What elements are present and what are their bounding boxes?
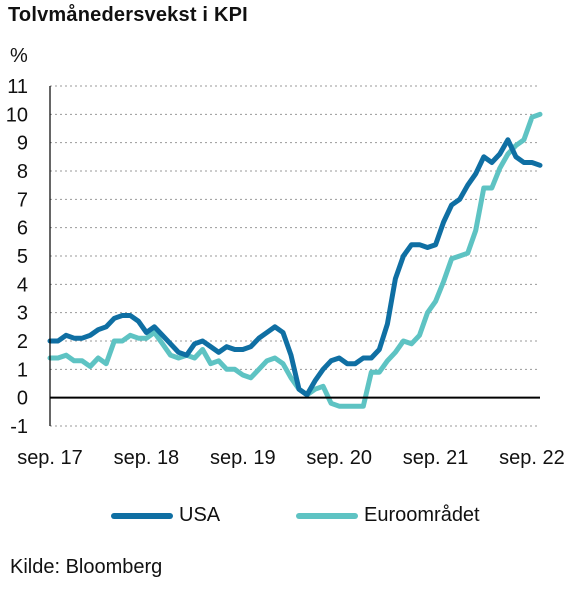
x-tick-label: sep. 21 bbox=[403, 447, 469, 469]
x-tick-label: sep. 19 bbox=[210, 447, 276, 469]
legend-item-euro: Euroområdet bbox=[296, 504, 480, 527]
y-tick-label: 3 bbox=[17, 303, 28, 325]
y-tick-labels: -1 0 1 2 3 4 5 6 7 8 9 10 11 bbox=[6, 76, 28, 438]
x-tick-label: sep. 18 bbox=[114, 447, 180, 469]
y-tick-label: 6 bbox=[17, 218, 28, 240]
y-tick-label: 10 bbox=[6, 104, 28, 126]
x-tick-label: sep. 22 bbox=[499, 447, 565, 469]
series-line-euro bbox=[47, 111, 543, 409]
y-axis-unit: % bbox=[10, 45, 28, 67]
series-line-usa bbox=[47, 137, 543, 398]
legend-swatch-euro bbox=[296, 512, 358, 519]
line-chart: % -1 0 1 2 3 4 5 6 7 8 9 10 11 sep. 17 sep. 18 sep. 19… bbox=[6, 45, 565, 469]
y-tick-label: 8 bbox=[17, 161, 28, 183]
y-tick-label: 4 bbox=[17, 274, 28, 296]
axes bbox=[49, 86, 540, 426]
y-tick-label: 0 bbox=[17, 388, 28, 410]
y-tick-label: 9 bbox=[17, 133, 28, 155]
grid-lines bbox=[50, 85, 540, 427]
legend-label-euro: Euroområdet bbox=[364, 504, 480, 526]
y-tick-label: 7 bbox=[17, 189, 28, 211]
chart-title: Tolvmånedersvekst i KPI bbox=[8, 4, 248, 26]
y-tick-label: 5 bbox=[17, 246, 28, 268]
series-lines bbox=[47, 111, 543, 409]
legend-label-usa: USA bbox=[179, 504, 221, 526]
x-tick-label: sep. 17 bbox=[17, 447, 83, 469]
legend-swatch-usa bbox=[111, 512, 173, 519]
y-tick-label: 1 bbox=[17, 359, 28, 381]
x-tick-label: sep. 20 bbox=[306, 447, 372, 469]
y-tick-label: 2 bbox=[17, 331, 28, 353]
source-note: Kilde: Bloomberg bbox=[10, 556, 163, 578]
x-tick-labels: sep. 17 sep. 18 sep. 19 sep. 20 sep. 21 sep. … bbox=[17, 447, 565, 469]
legend: USA Euroområdet bbox=[0, 504, 575, 534]
legend-item-usa: USA bbox=[111, 504, 220, 527]
y-tick-label: -1 bbox=[10, 416, 28, 438]
y-tick-label: 11 bbox=[7, 76, 28, 98]
